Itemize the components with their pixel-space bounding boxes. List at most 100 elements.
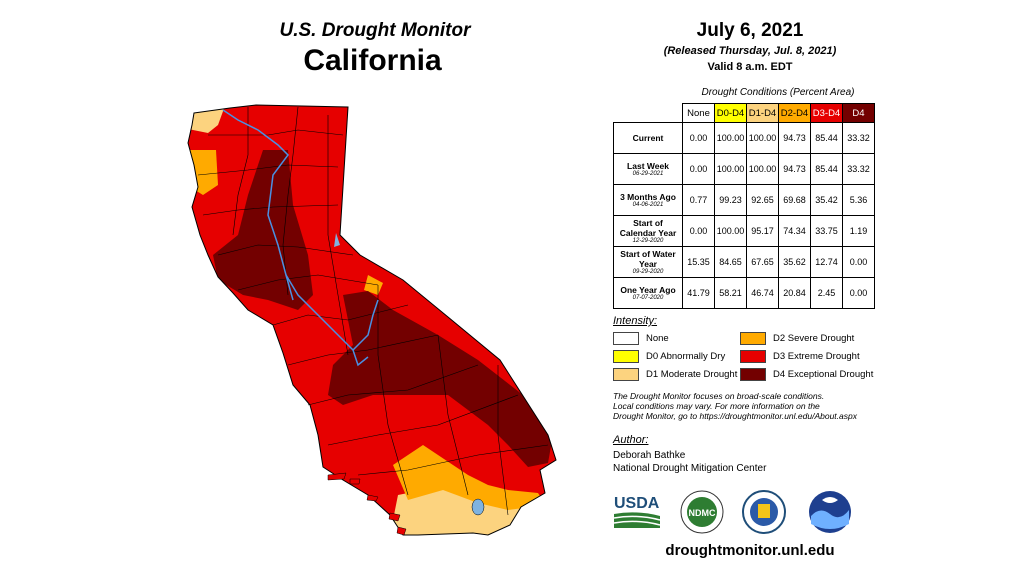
- table-cell: 100.00: [714, 122, 747, 154]
- table-cell: 33.75: [810, 215, 843, 247]
- legend-swatch: [613, 332, 639, 345]
- table-cell: 5.36: [842, 184, 875, 216]
- table-cell: 0.00: [682, 122, 715, 154]
- row-label: One Year Ago 07-07-2020: [613, 277, 683, 309]
- row-date: 09-29-2020: [632, 268, 664, 275]
- table-col-header: D3-D4: [810, 103, 843, 123]
- usda-logo-text: USDA: [614, 495, 660, 512]
- table-cell: 74.34: [778, 215, 811, 247]
- table-cell: 92.65: [746, 184, 779, 216]
- note-line: The Drought Monitor focuses on broad-sca…: [613, 391, 825, 401]
- map-title: U.S. Drought Monitor: [279, 20, 471, 41]
- legend-swatch: [740, 350, 766, 363]
- row-label: Current: [613, 122, 683, 154]
- table-col-header: D0-D4: [714, 103, 747, 123]
- legend-swatch: [613, 350, 639, 363]
- salton-sea: [471, 498, 485, 516]
- row-date: 06-29-2021: [632, 170, 664, 177]
- table-row: 3 Months Ago 04-06-2021 0.77 99.23 92.65 69.6…: [613, 184, 875, 216]
- usda-logo: USDA: [613, 495, 661, 528]
- table-cell: 58.21: [714, 277, 747, 309]
- note-text: The Drought Monitor focuses on broad-sca…: [613, 391, 883, 421]
- row-label-text: One Year Ago: [620, 284, 676, 295]
- legend-item: D3 Extreme Drought: [740, 350, 860, 363]
- d4-region-sacramento: [213, 150, 313, 310]
- row-date: 07-07-2020: [632, 294, 664, 301]
- table-cell: 0.00: [682, 153, 715, 185]
- author-name: Deborah Bathke: [613, 450, 686, 461]
- county-boundaries: [197, 106, 549, 516]
- legend-item: D4 Exceptional Drought: [740, 368, 873, 381]
- table-col-header: D1-D4: [746, 103, 779, 123]
- lake-tahoe: [334, 233, 340, 247]
- row-label-text: 3 Months Ago: [620, 191, 676, 202]
- table-row: Current 0.00 100.00 100.00 94.73 85.44 33.32: [613, 122, 875, 154]
- table-cell: 0.00: [842, 277, 875, 309]
- table-cell: 12.74: [810, 246, 843, 278]
- table-cell: 84.65: [714, 246, 747, 278]
- row-label: Start of Water Year 09-29-2020: [613, 246, 683, 278]
- table-cell: 41.79: [682, 277, 715, 309]
- table-title: Drought Conditions (Percent Area): [701, 87, 855, 98]
- legend-label: D4 Exceptional Drought: [773, 369, 874, 380]
- table-cell: 35.42: [810, 184, 843, 216]
- table-cell: 99.23: [714, 184, 747, 216]
- legend-label: D2 Severe Drought: [773, 333, 855, 344]
- d2-region-south: [393, 445, 546, 510]
- table-cell: 100.00: [746, 153, 779, 185]
- row-label-text: Start of Water Year: [620, 248, 676, 269]
- table-col-header: D4: [842, 103, 875, 123]
- legend-item: None: [613, 332, 669, 345]
- table-cell: 33.32: [842, 153, 875, 185]
- table-cell: 2.45: [810, 277, 843, 309]
- legend-label: D0 Abnormally Dry: [646, 351, 726, 362]
- map-date: July 6, 2021: [696, 20, 804, 41]
- noaa-logo: [809, 491, 851, 533]
- row-label: Last Week 06-29-2021: [613, 153, 683, 185]
- table-cell: 100.00: [746, 122, 779, 154]
- legend-item: D1 Moderate Drought: [613, 368, 737, 381]
- row-label-text: Start of Calendar Year: [619, 217, 677, 238]
- legend-item: D0 Abnormally Dry: [613, 350, 725, 363]
- table-cell: 1.19: [842, 215, 875, 247]
- ndmc-logo: NDMC: [680, 490, 724, 534]
- table-col-header: D2-D4: [778, 103, 811, 123]
- table-cell: 33.32: [842, 122, 875, 154]
- legend-swatch: [740, 332, 766, 345]
- legend-label: D3 Extreme Drought: [773, 351, 860, 362]
- row-label: Start of Calendar Year 12-29-2020: [613, 215, 683, 247]
- table-row: Start of Water Year 09-29-2020 15.35 84.65 6…: [613, 246, 875, 278]
- table-row: Last Week 06-29-2021 0.00 100.00 100.00 94.73…: [613, 153, 875, 185]
- row-label-text: Last Week: [627, 160, 669, 171]
- table-cell: 15.35: [682, 246, 715, 278]
- legend-label: D1 Moderate Drought: [646, 369, 738, 380]
- table-cell: 85.44: [810, 153, 843, 185]
- legend-label: None: [646, 333, 669, 344]
- table-cell: 20.84: [778, 277, 811, 309]
- table-cell: 100.00: [714, 215, 747, 247]
- table-cell: 0.00: [682, 215, 715, 247]
- legend-swatch: [740, 368, 766, 381]
- d4-region-sierra: [328, 291, 553, 467]
- website-url[interactable]: droughtmonitor.unl.edu: [665, 542, 835, 559]
- channel-islands: [327, 472, 407, 536]
- valid-time: Valid 8 a.m. EDT: [707, 61, 793, 73]
- table-cell: 46.74: [746, 277, 779, 309]
- table-col-header: None: [682, 103, 715, 123]
- note-line: Local conditions may vary. For more info…: [613, 401, 820, 411]
- table-cell: 94.73: [778, 153, 811, 185]
- legend-swatch: [613, 368, 639, 381]
- drought-conditions-table: None D0-D4 D1-D4 D2-D4 D3-D4 D4 Current 0.00 10…: [613, 103, 875, 309]
- table-row: One Year Ago 07-07-2020 41.79 58.21 46.74 20.…: [613, 277, 875, 309]
- table-header-row: None D0-D4 D1-D4 D2-D4 D3-D4 D4: [613, 103, 875, 123]
- note-line: Drought Monitor, go to https://droughtmo…: [613, 411, 857, 421]
- table-corner: [613, 103, 683, 123]
- table-cell: 67.65: [746, 246, 779, 278]
- ndmc-logo-text: NDMC: [689, 508, 716, 518]
- table-cell: 35.62: [778, 246, 811, 278]
- table-cell: 69.68: [778, 184, 811, 216]
- table-cell: 100.00: [714, 153, 747, 185]
- table-cell: 0.77: [682, 184, 715, 216]
- row-label: 3 Months Ago 04-06-2021: [613, 184, 683, 216]
- legend-item: D2 Severe Drought: [740, 332, 854, 345]
